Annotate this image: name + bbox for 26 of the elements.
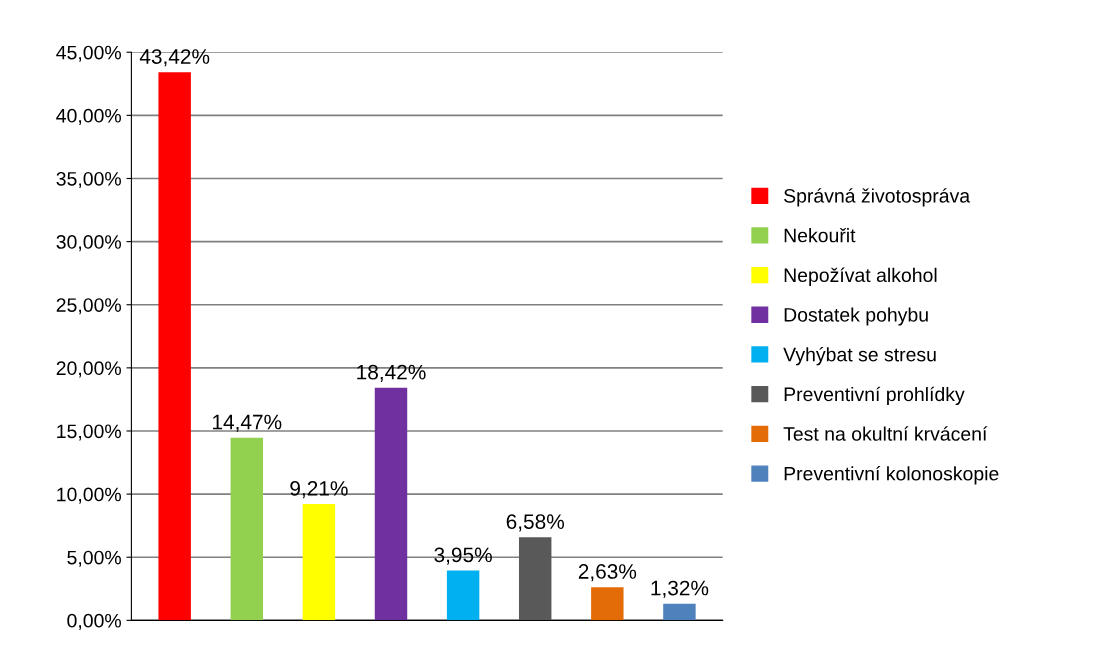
y-tick-label: 45,00% [56, 45, 121, 62]
data-label: 14,47% [213, 414, 282, 432]
legend-label: Nepožívat alkohol [784, 267, 937, 286]
y-tick-label: 30,00% [56, 235, 121, 252]
legend-label: Dostatek pohybu [784, 307, 928, 326]
legend-label: Test na okultní krvácení [783, 426, 988, 441]
legend-label: Správná životospráva [784, 188, 971, 207]
data-label: 43,42% [139, 49, 210, 67]
y-tick-label: 0,00% [67, 613, 121, 630]
data-label: 18,42% [357, 364, 426, 382]
y-tick-label: 40,00% [56, 108, 121, 125]
legend-label: Preventivní prohlídky [784, 386, 965, 406]
legend-label: Preventivní kolonoskopie [784, 466, 999, 485]
y-tick-label: 25,00% [56, 298, 121, 315]
data-label: 1,32% [651, 580, 709, 598]
data-label: 6,58% [506, 514, 565, 532]
y-tick-label: 15,00% [57, 424, 121, 441]
data-label: 9,21% [290, 481, 348, 499]
y-tick-label: 20,00% [56, 361, 121, 378]
data-label: 3,95% [434, 547, 492, 565]
y-tick-label: 35,00% [56, 171, 121, 189]
data-label: 2,63% [578, 564, 637, 582]
legend-label: Vyhýbat se stresu [783, 346, 936, 366]
legend-label: Nekouřit [784, 227, 856, 243]
y-tick-label: 10,00% [57, 487, 121, 504]
y-tick-label: 5,00% [67, 550, 121, 567]
